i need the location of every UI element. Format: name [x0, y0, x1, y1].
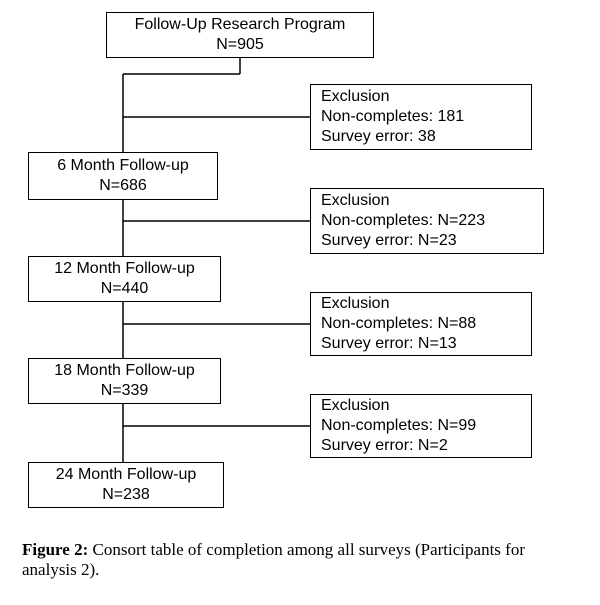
node-ex1-line-0: Exclusion: [321, 87, 389, 107]
node-ex2-line-1: Non-completes: N=223: [321, 211, 485, 231]
node-fu24: 24 Month Follow-upN=238: [28, 462, 224, 508]
node-ex4: ExclusionNon-completes: N=99Survey error…: [310, 394, 532, 458]
node-fu18-line-1: N=339: [101, 381, 149, 401]
node-ex3: ExclusionNon-completes: N=88Survey error…: [310, 292, 532, 356]
node-ex2-line-0: Exclusion: [321, 191, 389, 211]
node-fu24-line-0: 24 Month Follow-up: [56, 465, 197, 485]
node-start-line-1: N=905: [216, 35, 264, 55]
node-fu18: 18 Month Follow-upN=339: [28, 358, 221, 404]
node-fu12: 12 Month Follow-upN=440: [28, 256, 221, 302]
node-fu12-line-0: 12 Month Follow-up: [54, 259, 195, 279]
node-fu18-line-0: 18 Month Follow-up: [54, 361, 195, 381]
node-fu6: 6 Month Follow-upN=686: [28, 152, 218, 200]
node-fu6-line-0: 6 Month Follow-up: [57, 156, 189, 176]
flowchart-canvas: Follow-Up Research ProgramN=905 6 Month …: [0, 0, 600, 605]
node-ex4-line-0: Exclusion: [321, 396, 389, 416]
node-start: Follow-Up Research ProgramN=905: [106, 12, 374, 58]
node-fu6-line-1: N=686: [99, 176, 147, 196]
node-ex1-line-2: Survey error: 38: [321, 127, 436, 147]
figure-caption: Figure 2: Consort table of completion am…: [22, 540, 578, 580]
caption-text: Consort table of completion among all su…: [22, 540, 525, 579]
caption-fignum: Figure 2:: [22, 540, 88, 559]
node-ex3-line-0: Exclusion: [321, 294, 389, 314]
node-ex2: ExclusionNon-completes: N=223Survey erro…: [310, 188, 544, 254]
node-fu12-line-1: N=440: [101, 279, 149, 299]
node-ex3-line-2: Survey error: N=13: [321, 334, 457, 354]
node-fu24-line-1: N=238: [102, 485, 150, 505]
node-ex4-line-1: Non-completes: N=99: [321, 416, 476, 436]
node-ex2-line-2: Survey error: N=23: [321, 231, 457, 251]
node-start-line-0: Follow-Up Research Program: [135, 15, 346, 35]
node-ex4-line-2: Survey error: N=2: [321, 436, 448, 456]
node-ex1: ExclusionNon-completes: 181Survey error:…: [310, 84, 532, 150]
node-ex1-line-1: Non-completes: 181: [321, 107, 464, 127]
node-ex3-line-1: Non-completes: N=88: [321, 314, 476, 334]
